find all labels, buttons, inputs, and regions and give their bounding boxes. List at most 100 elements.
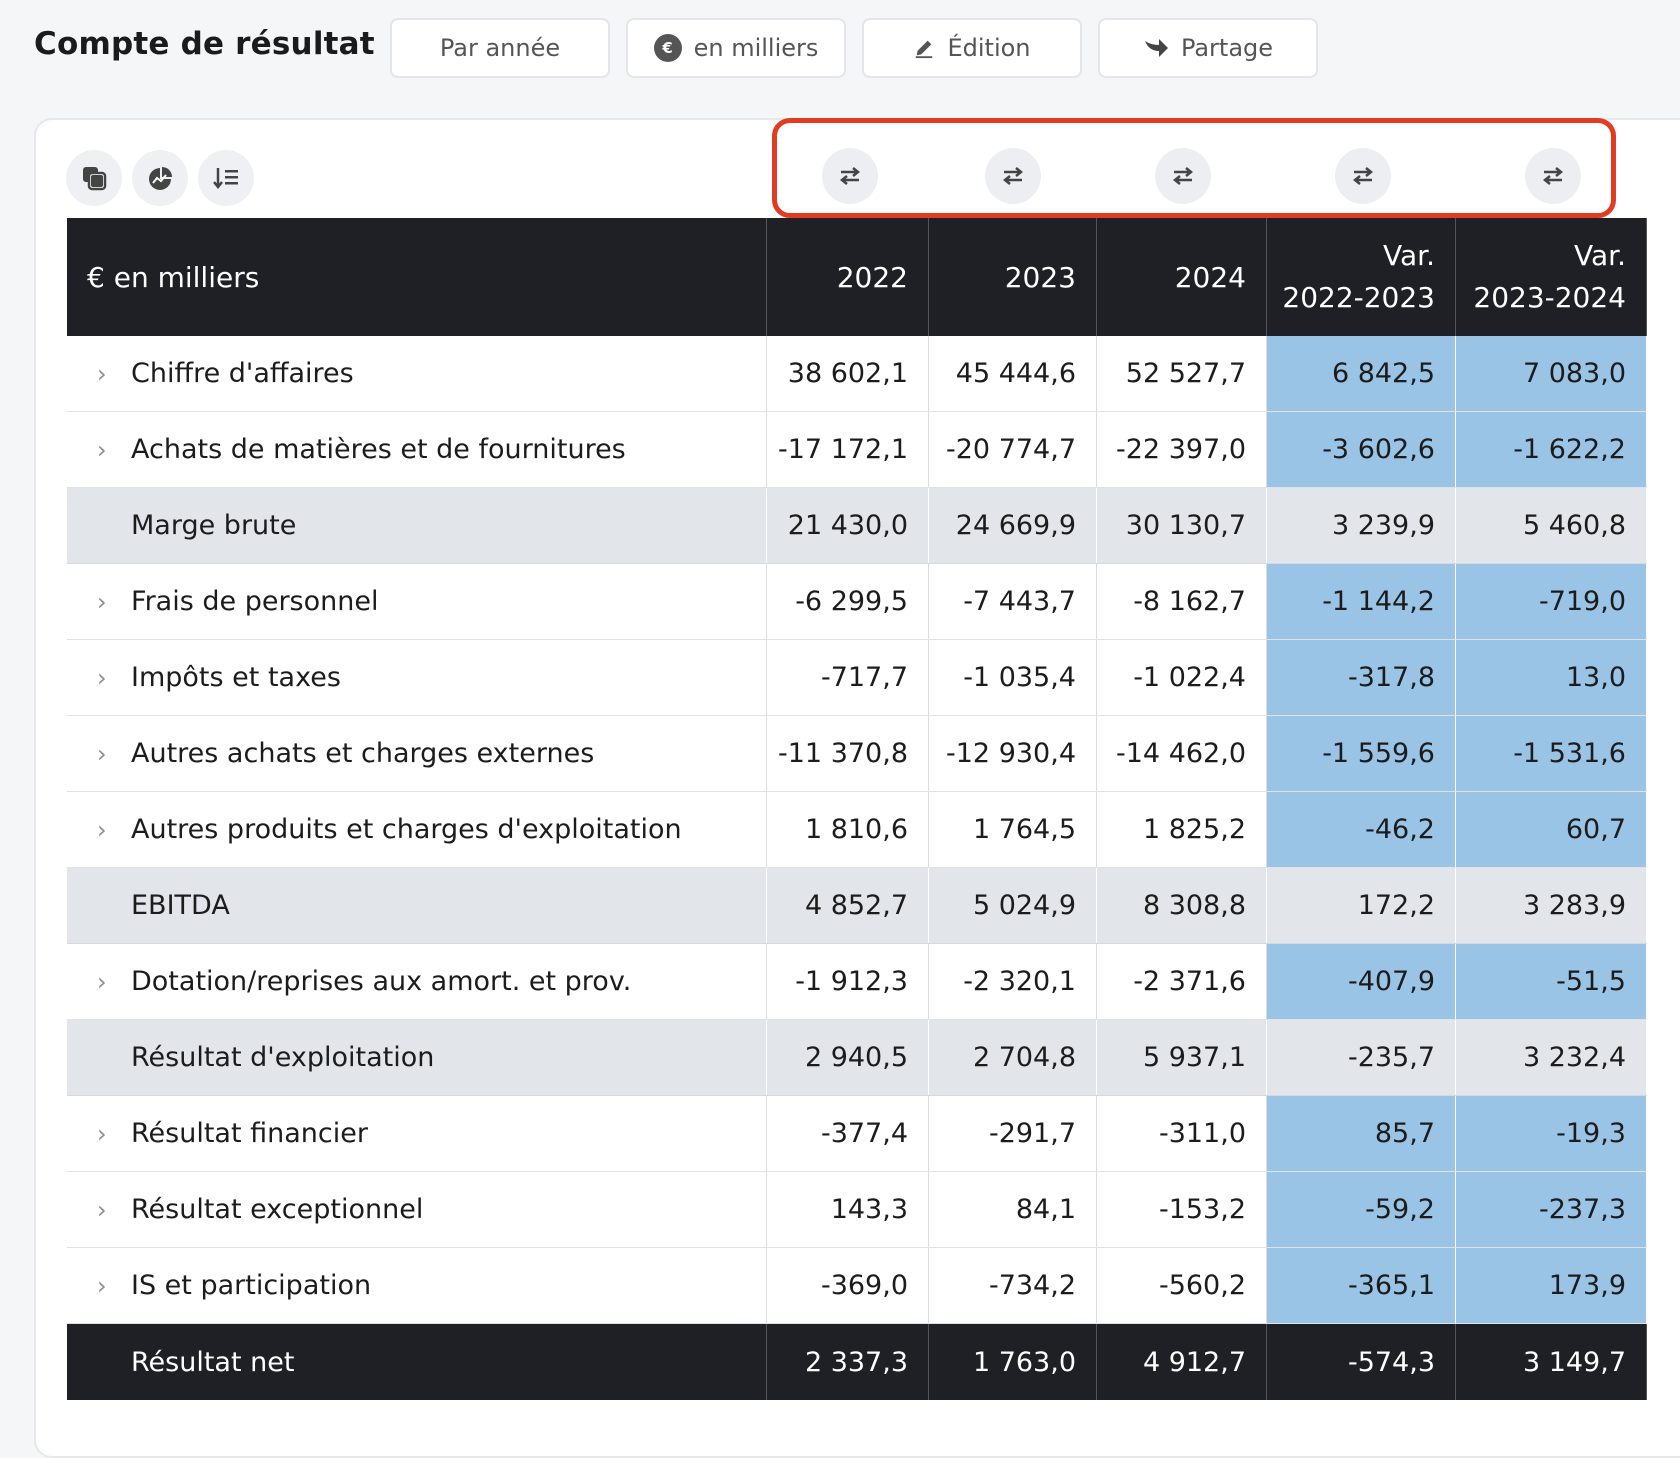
variation-cell: -19,3 [1456, 1096, 1647, 1171]
variation-cell: -235,7 [1267, 1020, 1456, 1095]
variation-cell: -407,9 [1267, 944, 1456, 1019]
swap-icon[interactable] [822, 148, 878, 204]
table-row: EBITDA 4 852,7 5 024,9 8 308,8 172,2 3 283,9 [67, 868, 1647, 944]
table-row[interactable]: › Résultat exceptionnel 143,3 84,1 -153,2 -59… [67, 1172, 1647, 1248]
header-year-2024[interactable]: 2024 [1097, 218, 1267, 336]
variation-cell: 3 239,9 [1267, 488, 1456, 563]
header-year-2022[interactable]: 2022 [767, 218, 929, 336]
variation-cell: -46,2 [1267, 792, 1456, 867]
variation-cell: -574,3 [1267, 1324, 1456, 1400]
value-cell: 4 852,7 [767, 868, 929, 943]
variation-cell: -3 602,6 [1267, 412, 1456, 487]
value-cell: 84,1 [929, 1172, 1097, 1247]
header-unit-label: € en milliers [67, 218, 767, 336]
chevron-right-icon[interactable]: › [97, 435, 107, 464]
value-cell: -2 371,6 [1097, 944, 1267, 1019]
variation-cell: 7 083,0 [1456, 336, 1647, 411]
table-row[interactable]: › Autres achats et charges externes -11 37… [67, 716, 1647, 792]
share-button[interactable]: Partage [1098, 18, 1318, 78]
value-cell: -1 022,4 [1097, 640, 1267, 715]
table-row[interactable]: › Chiffre d'affaires 38 602,1 45 444,6 52 52… [67, 336, 1647, 412]
header-var-line1: Var. [1383, 239, 1435, 272]
table-row[interactable]: › Résultat financier -377,4 -291,7 -311,0 85,… [67, 1096, 1647, 1172]
value-cell: 1 825,2 [1097, 792, 1267, 867]
value-cell: -560,2 [1097, 1248, 1267, 1323]
row-label: › Résultat exceptionnel [67, 1172, 767, 1247]
euro-icon: € [653, 34, 682, 62]
row-label: EBITDA [67, 868, 767, 943]
value-cell: -14 462,0 [1097, 716, 1267, 791]
swap-icon[interactable] [985, 148, 1041, 204]
period-label: Par année [439, 34, 561, 62]
chevron-right-icon[interactable]: › [97, 1271, 107, 1300]
row-label-text: Autres produits et charges d'exploitatio… [131, 814, 682, 845]
income-statement-table: € en milliers 2022 2023 2024 Var. 2022-2… [67, 218, 1647, 1400]
value-cell: 21 430,0 [767, 488, 929, 563]
table-row[interactable]: › Impôts et taxes -717,7 -1 035,4 -1 022,4 -3… [67, 640, 1647, 716]
swap-icon[interactable] [1525, 148, 1581, 204]
chevron-right-icon[interactable]: › [97, 739, 107, 768]
period-button[interactable]: Par année [390, 18, 610, 78]
value-cell: -1 912,3 [767, 944, 929, 1019]
row-label-text: EBITDA [131, 890, 230, 921]
unit-button[interactable]: € en milliers [626, 18, 846, 78]
variation-cell: -1 622,2 [1456, 412, 1647, 487]
variation-cell: 172,2 [1267, 868, 1456, 943]
header-var-2022-2023[interactable]: Var. 2022-2023 [1267, 218, 1456, 336]
row-label: › Résultat financier [67, 1096, 767, 1171]
value-cell: 1 764,5 [929, 792, 1097, 867]
row-label-text: Frais de personnel [131, 586, 379, 617]
value-cell: -6 299,5 [767, 564, 929, 639]
row-label: Résultat net [67, 1324, 767, 1400]
value-cell: -291,7 [929, 1096, 1097, 1171]
swap-icon[interactable] [1335, 148, 1391, 204]
chevron-right-icon[interactable]: › [97, 1195, 107, 1224]
row-label: › Chiffre d'affaires [67, 336, 767, 411]
row-label: › Autres achats et charges externes [67, 716, 767, 791]
variation-cell: -365,1 [1267, 1248, 1456, 1323]
value-cell: -7 443,7 [929, 564, 1097, 639]
variation-cell: 13,0 [1456, 640, 1647, 715]
table-row[interactable]: › IS et participation -369,0 -734,2 -560,2 -3… [67, 1248, 1647, 1324]
sort-list-icon[interactable] [198, 150, 254, 206]
value-cell: 1 763,0 [929, 1324, 1097, 1400]
header-var-2023-2024[interactable]: Var. 2023-2024 [1456, 218, 1647, 336]
value-cell: 24 669,9 [929, 488, 1097, 563]
value-cell: 5 024,9 [929, 868, 1097, 943]
value-cell: -311,0 [1097, 1096, 1267, 1171]
variation-cell: -1 531,6 [1456, 716, 1647, 791]
chevron-right-icon[interactable]: › [97, 815, 107, 844]
variation-cell: 85,7 [1267, 1096, 1456, 1171]
row-label: › Achats de matières et de fournitures [67, 412, 767, 487]
table-row[interactable]: › Dotation/reprises aux amort. et prov. -1… [67, 944, 1647, 1020]
row-label-text: Autres achats et charges externes [131, 738, 595, 769]
row-label: › Impôts et taxes [67, 640, 767, 715]
variation-cell: -237,3 [1456, 1172, 1647, 1247]
value-cell: 4 912,7 [1097, 1324, 1267, 1400]
variation-cell: 173,9 [1456, 1248, 1647, 1323]
table-row[interactable]: › Frais de personnel -6 299,5 -7 443,7 -8 16… [67, 564, 1647, 640]
edit-button[interactable]: Édition [862, 18, 1082, 78]
table-row[interactable]: › Achats de matières et de fournitures -17… [67, 412, 1647, 488]
pencil-icon [913, 37, 935, 59]
copy-icon[interactable] [66, 150, 122, 206]
swap-icon[interactable] [1155, 148, 1211, 204]
row-label-text: Marge brute [131, 510, 297, 541]
chevron-right-icon[interactable]: › [97, 1119, 107, 1148]
chevron-right-icon[interactable]: › [97, 587, 107, 616]
table-row: Résultat net 2 337,3 1 763,0 4 912,7 -574,3 3… [67, 1324, 1647, 1400]
header-year-2023[interactable]: 2023 [929, 218, 1097, 336]
header-var-line1: Var. [1574, 239, 1626, 272]
header-var-line2: 2022-2023 [1282, 281, 1435, 314]
value-cell: 2 337,3 [767, 1324, 929, 1400]
chevron-right-icon[interactable]: › [97, 967, 107, 996]
value-cell: -12 930,4 [929, 716, 1097, 791]
table-row[interactable]: › Autres produits et charges d'exploitati… [67, 792, 1647, 868]
chevron-right-icon[interactable]: › [97, 663, 107, 692]
header-var-line2: 2023-2024 [1473, 281, 1626, 314]
chevron-right-icon[interactable]: › [97, 359, 107, 388]
chart-pie-icon[interactable] [132, 150, 188, 206]
row-label-text: Résultat exceptionnel [131, 1194, 424, 1225]
value-cell: 8 308,8 [1097, 868, 1267, 943]
value-cell: -8 162,7 [1097, 564, 1267, 639]
